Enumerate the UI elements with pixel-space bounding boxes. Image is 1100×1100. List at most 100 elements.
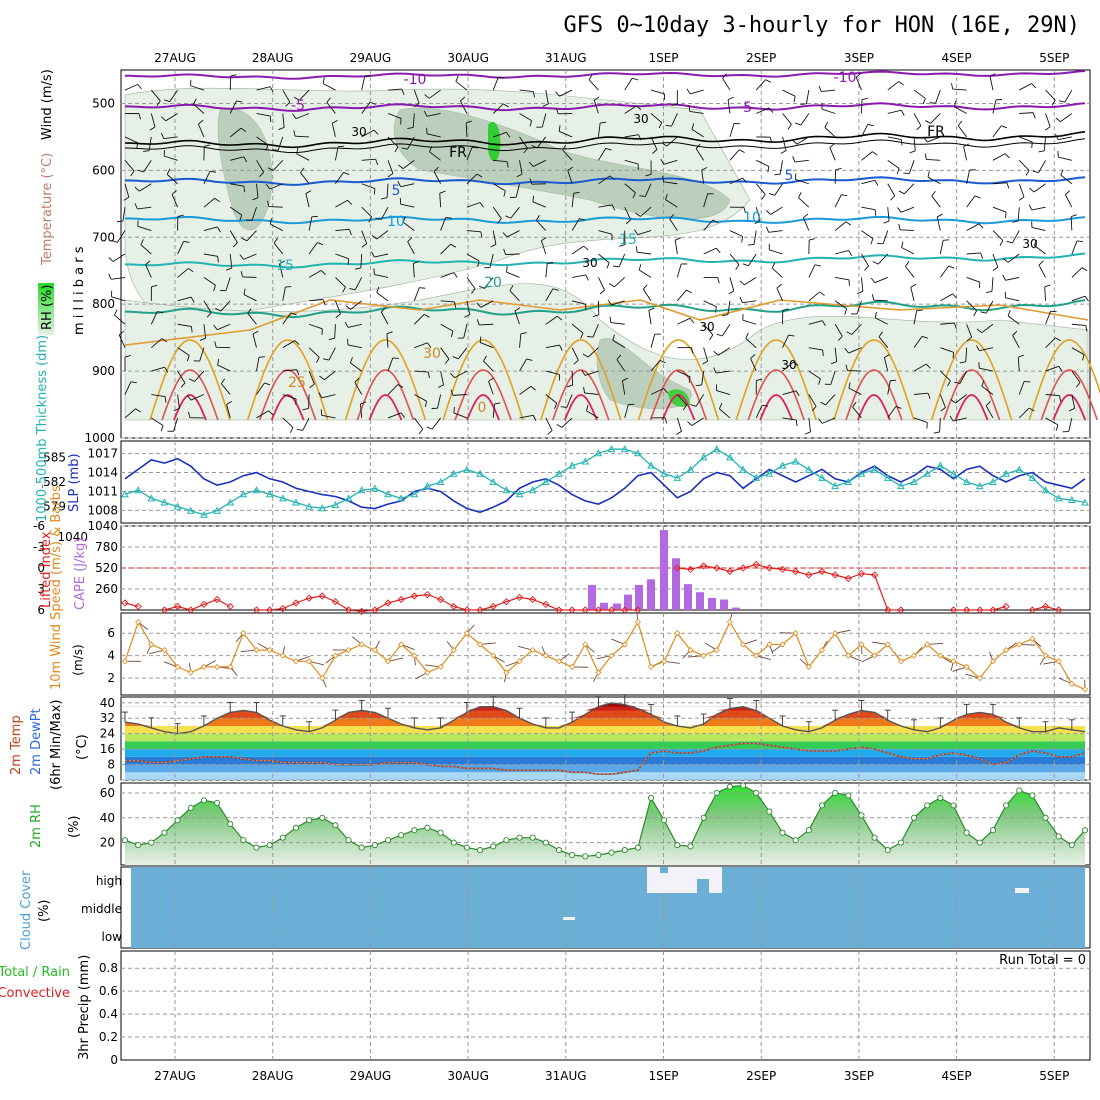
wind-barb bbox=[111, 276, 126, 280]
y-tick-label: 3 bbox=[37, 582, 45, 596]
rh-marker bbox=[858, 812, 865, 819]
wind-barb-flag bbox=[160, 116, 166, 122]
wind-barb bbox=[800, 113, 810, 126]
wind-barb bbox=[676, 289, 687, 302]
wind-barb-flag bbox=[949, 415, 954, 422]
wind-barb-flag bbox=[947, 380, 951, 387]
x-tick-bottom-label: 28AUG bbox=[252, 1069, 294, 1083]
wind-barb-flag bbox=[765, 226, 770, 233]
wind-barb bbox=[1060, 174, 1073, 185]
wind-barb bbox=[309, 660, 325, 666]
slp-line bbox=[124, 457, 1086, 514]
thickness-marker bbox=[541, 477, 550, 485]
wind-barb bbox=[877, 253, 889, 265]
wind-barb bbox=[808, 370, 821, 380]
wind-barb bbox=[171, 194, 179, 208]
thickness-marker bbox=[252, 486, 261, 494]
thickness-marker bbox=[752, 473, 761, 481]
wind-barb-flag bbox=[665, 193, 668, 200]
wind-barb bbox=[198, 123, 205, 138]
wind-barb bbox=[194, 370, 205, 382]
wind-barb bbox=[308, 323, 323, 330]
wind-barb bbox=[335, 199, 348, 208]
wind-barb-flag bbox=[186, 395, 192, 401]
wind-barb-flag bbox=[124, 355, 131, 358]
wind-barb-flag bbox=[616, 354, 622, 360]
wind-barb bbox=[361, 129, 375, 138]
wind-barb-flag bbox=[424, 94, 430, 99]
wind-barb-flag bbox=[999, 240, 1004, 246]
rh-marker bbox=[989, 827, 996, 834]
wind-barb-flag bbox=[427, 371, 430, 379]
wind-barb bbox=[387, 384, 399, 395]
wind-barb-flag bbox=[547, 262, 554, 264]
wind-barb-flag bbox=[503, 248, 506, 255]
thickness-marker bbox=[515, 490, 524, 498]
wind-barb bbox=[985, 300, 994, 314]
wind-barb-flag bbox=[240, 127, 247, 132]
wind-barb-flag bbox=[239, 214, 243, 221]
wind-barb bbox=[834, 221, 847, 231]
wind-barb bbox=[722, 77, 731, 91]
cloud-ylabel: Cloud Cover bbox=[19, 870, 34, 950]
isotherm-40-day bbox=[661, 394, 696, 421]
wind-barb bbox=[939, 394, 946, 408]
wind-barb-flag bbox=[476, 173, 483, 178]
wind-barb bbox=[282, 113, 285, 128]
cape-bar bbox=[635, 584, 643, 610]
lifted-index-marker bbox=[489, 602, 497, 611]
wind-barb bbox=[440, 323, 454, 332]
wind-barb bbox=[545, 89, 549, 104]
rh-marker bbox=[148, 839, 155, 846]
wind-barb-flag bbox=[1076, 240, 1083, 243]
rh-marker bbox=[292, 824, 300, 831]
temp-ylabel-unit: (°C) bbox=[75, 734, 90, 760]
isotherm-40-day bbox=[759, 394, 794, 421]
wind-barb-flag bbox=[609, 316, 612, 323]
wind-barb-flag bbox=[226, 400, 232, 405]
cloud-gap bbox=[660, 867, 668, 873]
wind-barb bbox=[246, 230, 257, 242]
wind-barb-flag bbox=[466, 120, 473, 124]
wind-speed-marker bbox=[897, 658, 904, 665]
wind-barb bbox=[782, 361, 794, 372]
wind-barb-flag bbox=[852, 401, 857, 408]
wind-barb bbox=[663, 159, 678, 165]
wind-speed-marker bbox=[582, 641, 589, 648]
wind-barb-flag bbox=[829, 143, 835, 148]
wind-barb-flag bbox=[259, 172, 264, 178]
wind-barb-flag bbox=[688, 376, 691, 383]
y-tick-label: 40 bbox=[100, 696, 115, 710]
wind-barb bbox=[545, 288, 554, 302]
wind-barb-flag bbox=[347, 199, 353, 205]
rh-marker bbox=[897, 839, 904, 846]
wind-speed-marker bbox=[266, 647, 273, 654]
wind-speed-marker bbox=[384, 658, 392, 665]
wind-barb bbox=[744, 277, 757, 286]
y-tick-label: 585 bbox=[43, 450, 66, 464]
wind-barb bbox=[1043, 136, 1046, 151]
wind-barb bbox=[1038, 160, 1046, 173]
isotherm-30-day bbox=[637, 339, 720, 421]
wind-barb-flag bbox=[611, 204, 616, 211]
wind-barb-flag bbox=[669, 214, 675, 220]
wind-barb bbox=[401, 644, 415, 651]
wind-barb bbox=[308, 347, 320, 358]
wind-speed-marker bbox=[292, 658, 300, 665]
rh-marker bbox=[279, 834, 286, 841]
wind-barb-flag bbox=[497, 218, 502, 224]
wind-barb-flag bbox=[230, 74, 237, 77]
wind-barb-flag bbox=[317, 242, 324, 246]
wind-barb bbox=[769, 249, 783, 255]
thickness-marker bbox=[844, 477, 853, 485]
wind-barb-flag bbox=[841, 194, 848, 197]
wind-barb bbox=[387, 113, 402, 119]
wind-barb-flag bbox=[660, 158, 665, 165]
chart-title: GFS 0~10day 3-hourly for HON (16E, 29N) bbox=[563, 13, 1080, 38]
rh-marker bbox=[674, 842, 681, 849]
wind-barb-flag bbox=[872, 260, 879, 265]
wind-barb-flag bbox=[762, 404, 769, 407]
wind-barb bbox=[742, 319, 757, 325]
wind-barb bbox=[414, 370, 429, 373]
